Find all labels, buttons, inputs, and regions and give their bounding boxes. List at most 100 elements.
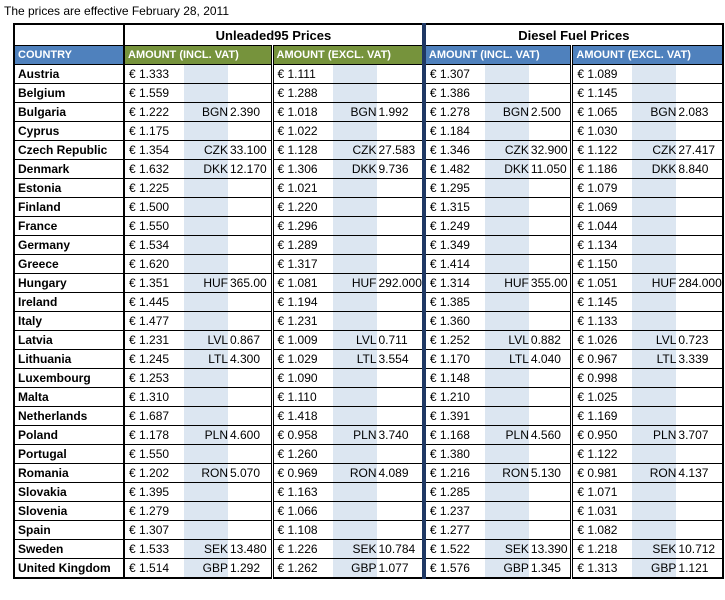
column-header-unleaded-incl-vat: AMOUNT (INCL. VAT) [123, 45, 273, 65]
amount-cell-content: € 1.021 [275, 179, 422, 197]
euro-value: € 1.317 [277, 257, 318, 271]
amount-cell-content: € 1.022 [275, 122, 422, 140]
column-header-row: COUNTRY AMOUNT (INCL. VAT) AMOUNT (EXCL.… [13, 45, 724, 65]
country-cell: Czech Republic [13, 140, 125, 160]
amount-cell-content: € 1.482 DKK 11.050 [428, 160, 571, 178]
amount-cell-diesel-excl: € 0.981 RON 4.137 [570, 463, 724, 483]
amount-cell-content: € 1.111 [275, 65, 422, 83]
euro-value: € 1.089 [577, 67, 618, 81]
amount-cell-unleaded-excl: € 1.066 [270, 501, 425, 521]
amount-cell-diesel-excl: € 0.950 PLN 3.707 [570, 425, 724, 445]
euro-value: € 1.314 [429, 276, 470, 290]
amount-cell-unleaded-excl: € 1.306 DKK 9.736 [270, 159, 425, 179]
amount-cell-content: € 1.134 [575, 236, 722, 254]
amount-cell-content: € 1.307 [125, 521, 271, 539]
country-cell: Slovakia [13, 482, 125, 502]
euro-value: € 1.170 [429, 352, 470, 366]
local-currency-value: 1.121 [678, 561, 709, 575]
local-currency-code: PLN [484, 426, 529, 444]
amount-cell-content: € 1.133 [575, 312, 722, 330]
country-cell: Ireland [13, 292, 125, 312]
euro-value: € 1.632 [129, 162, 170, 176]
local-currency-value: 13.390 [530, 542, 568, 556]
euro-value: € 1.065 [577, 105, 618, 119]
group-header-unleaded: Unleaded95 Prices [123, 23, 425, 46]
country-cell: Cyprus [13, 121, 125, 141]
euro-value: € 0.969 [277, 466, 318, 480]
amount-cell-unleaded-incl: € 1.445 [123, 292, 273, 312]
amount-cell-diesel-incl: € 1.184 [421, 121, 573, 141]
euro-value: € 1.288 [277, 86, 318, 100]
local-currency-value: 1.292 [230, 561, 261, 575]
amount-cell-content: € 1.009 LVL 0.711 [275, 331, 422, 349]
amount-cell-content: € 1.285 [428, 483, 571, 501]
euro-value: € 1.220 [277, 200, 318, 214]
local-currency-code [332, 445, 377, 463]
table-row: Greece € 1.620 € 1.317 € 1.414 € 1.150 [13, 254, 724, 274]
amount-cell-unleaded-incl: € 1.307 [123, 520, 273, 540]
amount-cell-content: € 1.071 [575, 483, 722, 501]
country-cell: Romania [13, 463, 125, 483]
amount-cell-unleaded-excl: € 1.009 LVL 0.711 [270, 330, 425, 350]
column-header-diesel-incl-vat: AMOUNT (INCL. VAT) [421, 45, 573, 65]
amount-cell-diesel-incl: € 1.216 RON 5.130 [421, 463, 573, 483]
amount-cell-diesel-incl: € 1.314 HUF 355.00 [421, 273, 573, 293]
local-currency-code: HUF [184, 274, 228, 292]
euro-value: € 1.202 [129, 466, 170, 480]
amount-cell-diesel-incl: € 1.307 [421, 64, 573, 84]
local-currency-code: RON [332, 464, 377, 482]
table-row: Spain € 1.307 € 1.108 € 1.277 € 1.082 [13, 520, 724, 540]
amount-cell-diesel-incl: € 1.285 [421, 482, 573, 502]
amount-cell-content: € 1.168 PLN 4.560 [428, 426, 571, 444]
local-currency-value: 0.867 [230, 333, 261, 347]
amount-cell-content: € 1.360 [428, 312, 571, 330]
amount-cell-content: € 1.030 [575, 122, 722, 140]
euro-value: € 1.514 [129, 561, 170, 575]
euro-value: € 1.296 [277, 219, 318, 233]
amount-cell-unleaded-incl: € 1.310 [123, 387, 273, 407]
amount-cell-diesel-incl: € 1.210 [421, 387, 573, 407]
amount-cell-unleaded-incl: € 1.395 [123, 482, 273, 502]
local-currency-code [632, 502, 677, 520]
local-currency-code: GBP [184, 559, 228, 577]
local-currency-code [632, 122, 677, 140]
amount-cell-content: € 1.178 PLN 4.600 [125, 426, 271, 444]
local-currency-code [332, 369, 377, 387]
euro-value: € 1.066 [277, 504, 318, 518]
amount-cell-content: € 1.210 [428, 388, 571, 406]
amount-cell-content: € 1.231 LVL 0.867 [125, 331, 271, 349]
country-cell: Greece [13, 254, 125, 274]
amount-cell-content: € 1.253 [125, 369, 271, 387]
amount-cell-content: € 1.295 [428, 179, 571, 197]
local-currency-value: 292.000 [378, 276, 422, 290]
amount-cell-unleaded-incl: € 1.632 DKK 12.170 [123, 159, 273, 179]
local-currency-code: SEK [632, 540, 677, 558]
euro-value: € 1.414 [429, 257, 470, 271]
column-header-diesel-excl-vat: AMOUNT (EXCL. VAT) [570, 45, 724, 65]
amount-cell-content: € 1.031 [575, 502, 722, 520]
local-currency-value: 11.050 [530, 162, 567, 176]
amount-cell-content: € 1.333 [125, 65, 271, 83]
amount-cell-diesel-excl: € 1.122 CZK 27.417 [570, 140, 724, 160]
table-row: Austria € 1.333 € 1.111 € 1.307 € 1.089 [13, 64, 724, 84]
amount-cell-content: € 1.576 GBP 1.345 [428, 559, 571, 577]
amount-cell-content: € 1.534 [125, 236, 271, 254]
amount-cell-unleaded-excl: € 1.029 LTL 3.554 [270, 349, 425, 369]
amount-cell-content: € 1.500 [125, 198, 271, 216]
local-currency-code [632, 84, 677, 102]
euro-value: € 1.385 [429, 295, 470, 309]
euro-value: € 1.354 [129, 143, 170, 157]
amount-cell-content: € 1.225 [125, 179, 271, 197]
local-currency-code [484, 122, 529, 140]
table-row: Germany € 1.534 € 1.289 € 1.349 € 1.134 [13, 235, 724, 255]
local-currency-code: RON [184, 464, 228, 482]
local-currency-code [332, 293, 377, 311]
local-currency-code [332, 521, 377, 539]
euro-value: € 1.687 [129, 409, 170, 423]
amount-cell-content: € 1.550 [125, 217, 271, 235]
euro-value: € 1.307 [129, 523, 170, 537]
local-currency-value: 8.840 [678, 162, 709, 176]
country-cell: Latvia [13, 330, 125, 350]
euro-value: € 1.169 [577, 409, 618, 423]
amount-cell-unleaded-excl: € 1.081 HUF 292.000 [270, 273, 425, 293]
